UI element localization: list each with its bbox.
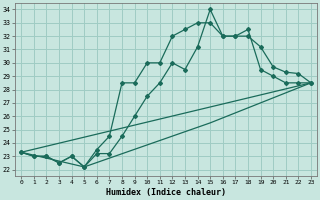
X-axis label: Humidex (Indice chaleur): Humidex (Indice chaleur) [106,188,226,197]
